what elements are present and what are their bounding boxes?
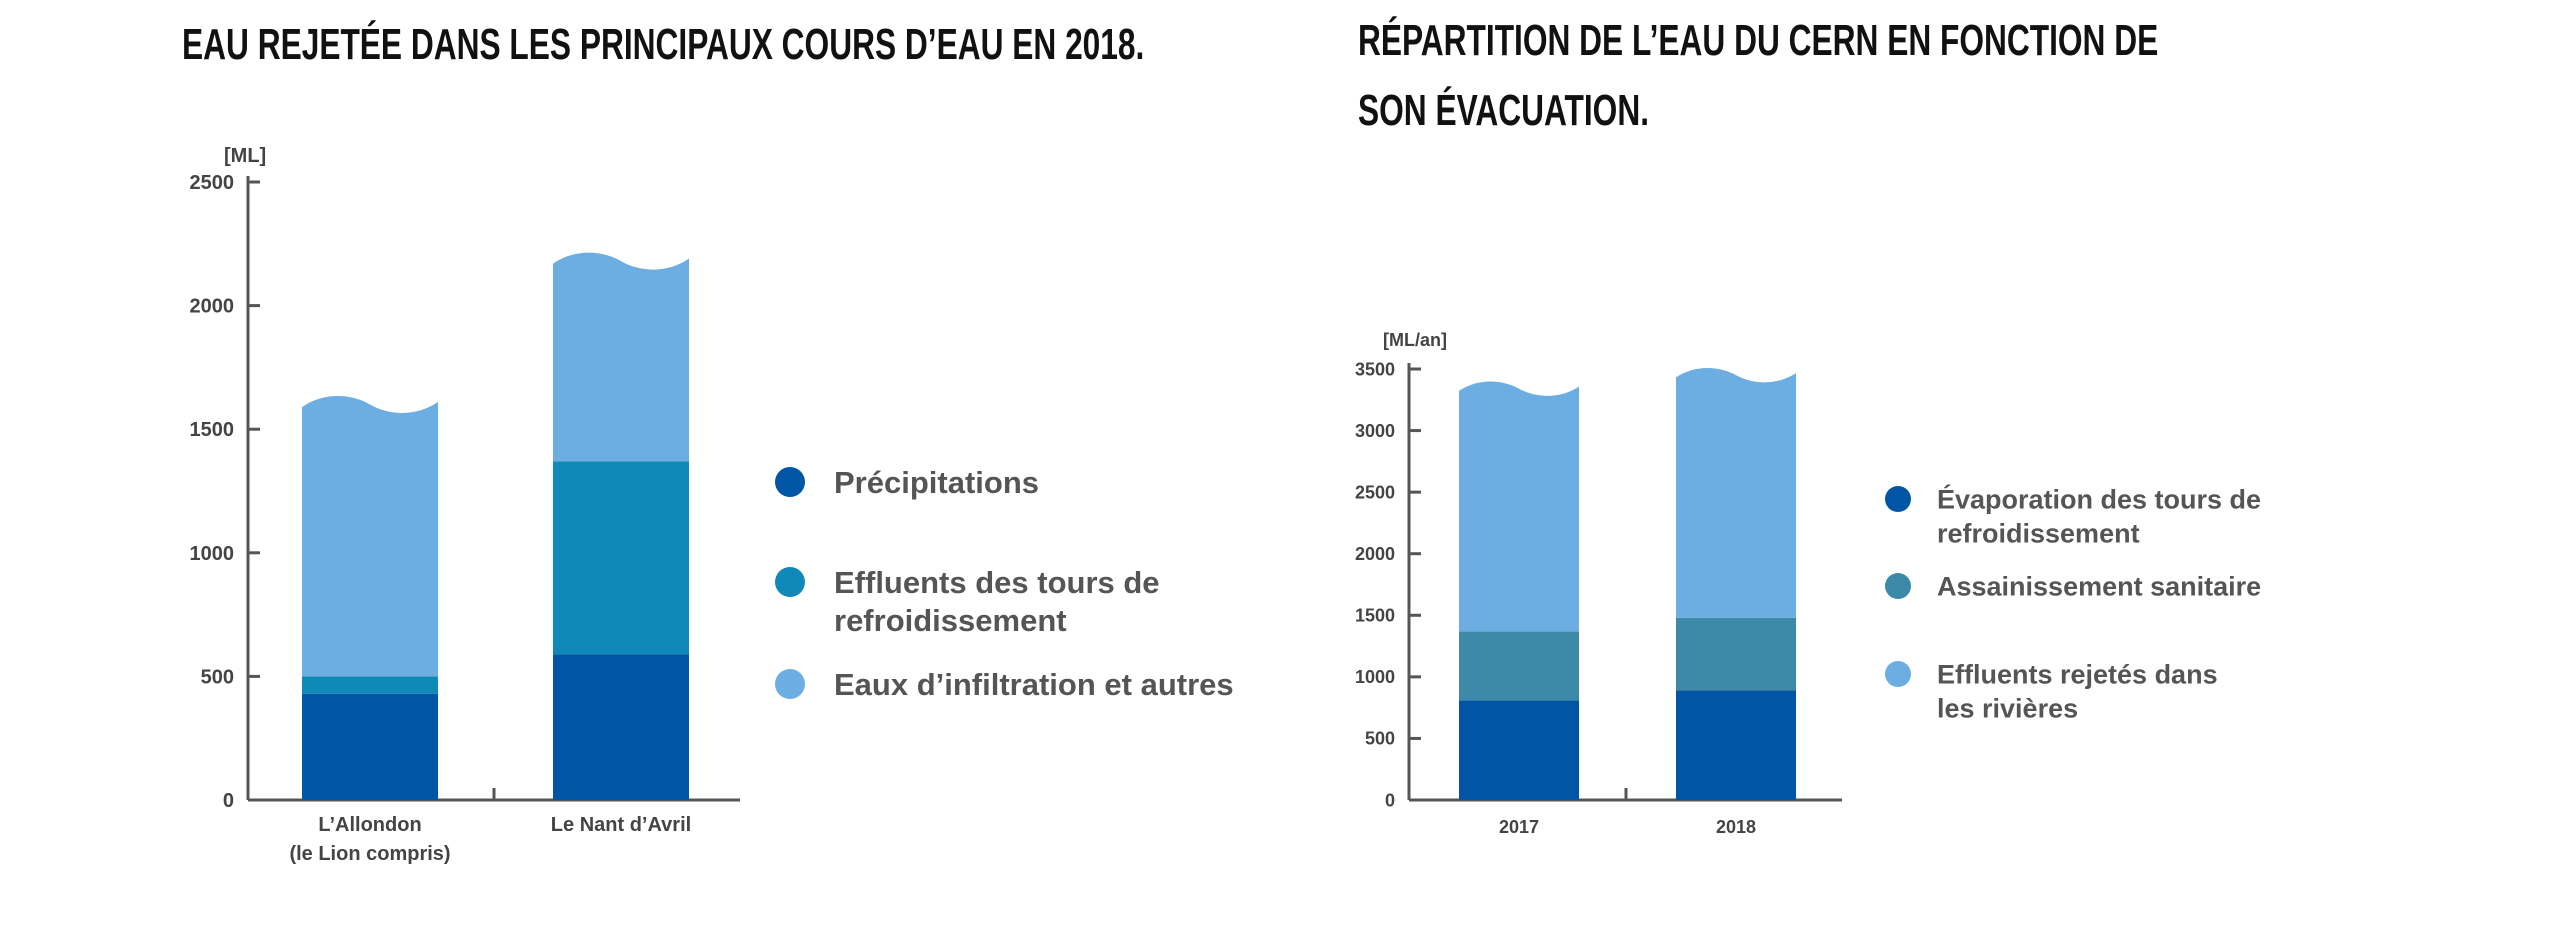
chart-1-legend-label: Effluents des tours de: [834, 565, 1160, 600]
chart-1-bar-segment: [553, 654, 689, 800]
chart-2-y-tick-label: 1000: [1355, 667, 1395, 687]
chart-2-unit-label: [ML/an]: [1383, 330, 1447, 350]
chart-1-category-label: Le Nant d’Avril: [551, 814, 691, 836]
chart-2-title-line-1: Répartition de l’eau du CERN en fonction…: [1358, 16, 2159, 65]
chart-1-bar-segment: [302, 396, 438, 677]
chart-1-legend-marker: [775, 467, 805, 497]
chart-2-y-tick-label: 3000: [1355, 421, 1395, 441]
chart-2-y-tick-label: 500: [1365, 729, 1395, 749]
chart-2-category-label: 2017: [1499, 817, 1539, 837]
chart-2-y-tick-label: 0: [1385, 790, 1395, 810]
chart-2-legend-label: Évaporation des tours de: [1937, 484, 2261, 515]
chart-1-y-tick-label: 2500: [190, 172, 235, 194]
chart-2-legend-marker: [1885, 486, 1911, 512]
chart-2-bar-segment: [1676, 617, 1796, 691]
chart-1-title: Eau rejetée dans les principaux cours d’…: [182, 20, 1145, 69]
chart-2-legend-label: Assainissement sanitaire: [1937, 572, 2261, 602]
chart-2-category-label: 2018: [1716, 817, 1756, 837]
chart-1-category-label: L’Allondon: [318, 814, 421, 836]
chart-1-bar-segment: [553, 461, 689, 655]
chart-1-y-tick-label: 1000: [190, 543, 235, 565]
chart-1-y-tick-label: 2000: [190, 296, 235, 318]
chart-1-legend-label: refroidissement: [834, 603, 1067, 638]
chart-2-y-tick-label: 1500: [1355, 606, 1395, 626]
chart-1-bar-segment: [302, 693, 438, 800]
chart-1-legend-marker: [775, 669, 805, 699]
chart-2-legend-label: les rivières: [1937, 694, 2078, 724]
chart-1-legend-label: Eaux d’infiltration et autres: [834, 667, 1234, 702]
chart-1-category-label: (le Lion compris): [289, 843, 450, 865]
chart-2-title-line-2: son évacuation.: [1358, 86, 1650, 135]
chart-1-bar-segment: [553, 252, 689, 462]
chart-2-y-tick-label: 2000: [1355, 544, 1395, 564]
chart-1-y-tick-label: 500: [201, 666, 234, 688]
chart-2-legend-marker: [1885, 573, 1911, 599]
chart-2-bar-segment: [1459, 700, 1579, 800]
chart-2-y-tick-label: 2500: [1355, 482, 1395, 502]
chart-2-legend-label: Effluents rejetés dans: [1937, 660, 2218, 690]
chart-1-legend-label: Précipitations: [834, 465, 1039, 500]
chart-2-bar-segment: [1676, 367, 1796, 618]
chart-1-bar-segment: [302, 676, 438, 694]
chart-2-title: Répartition de l’eau du CERN en fonction…: [1358, 6, 2158, 146]
chart-1-unit-label: [ML]: [224, 145, 266, 167]
chart-2-y-tick-label: 3500: [1355, 359, 1395, 379]
chart-2-legend-label: refroidissement: [1937, 519, 2140, 549]
chart-2-bar-segment: [1459, 381, 1579, 632]
chart-2-bar-segment: [1459, 631, 1579, 701]
chart-1-y-tick-label: 0: [223, 790, 234, 812]
chart-1-y-tick-label: 1500: [190, 419, 235, 441]
chart-2-bar-segment: [1676, 690, 1796, 800]
chart-1-legend-marker: [775, 567, 805, 597]
chart-2-legend-marker: [1885, 661, 1911, 687]
